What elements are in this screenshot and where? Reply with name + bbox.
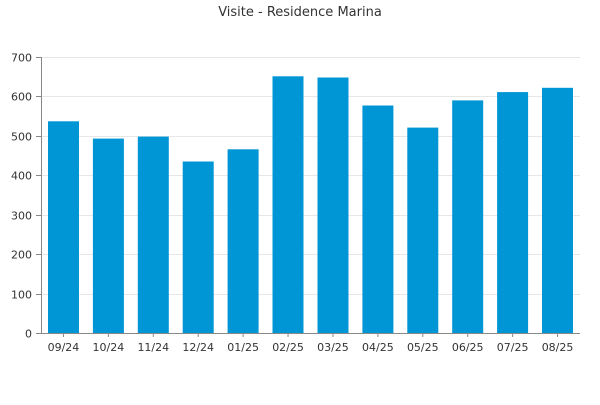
x-tick-label: 06/25: [452, 341, 484, 354]
y-tick-label: 700: [11, 52, 32, 65]
bar: [497, 92, 529, 333]
bar: [362, 105, 394, 333]
y-tick-label: 300: [11, 210, 32, 223]
y-tick-label: 500: [11, 131, 32, 144]
bar: [227, 149, 259, 333]
gridlines: [41, 57, 580, 295]
y-tick-label: 400: [11, 170, 32, 183]
x-tick-label: 12/24: [182, 341, 214, 354]
bar: [407, 127, 439, 333]
x-tick-labels: 09/24 10/24 11/24 12/24 01/25 02/25 03/25 04/25…: [48, 341, 574, 354]
bar: [182, 161, 214, 333]
y-tick-label: 0: [25, 328, 32, 341]
y-tick-label: 600: [11, 91, 32, 104]
x-tick-label: 04/25: [362, 341, 394, 354]
bar: [137, 136, 169, 333]
x-tick-label: 08/25: [542, 341, 574, 354]
bar: [542, 87, 573, 333]
x-tick-label: 02/25: [272, 341, 304, 354]
x-tick-label: 01/25: [227, 341, 259, 354]
bar: [317, 77, 349, 333]
y-tick-label: 100: [11, 289, 32, 302]
y-tick-labels: 0 100 200 300 400 500 600 700: [11, 52, 32, 341]
x-tick-label: 03/25: [317, 341, 349, 354]
bar: [452, 100, 484, 334]
axes: [36, 57, 580, 337]
chart-title: Visite - Residence Marina: [218, 5, 382, 20]
x-tick-label: 05/25: [407, 341, 439, 354]
y-tick-label: 200: [11, 249, 32, 262]
x-tick-label: 09/24: [48, 341, 80, 354]
bar: [272, 76, 304, 334]
x-tick-label: 11/24: [137, 341, 169, 354]
bars: [48, 76, 573, 334]
bar: [48, 121, 79, 333]
bar: [92, 138, 124, 333]
x-tick-label: 07/25: [497, 341, 529, 354]
x-tick-label: 10/24: [93, 341, 125, 354]
